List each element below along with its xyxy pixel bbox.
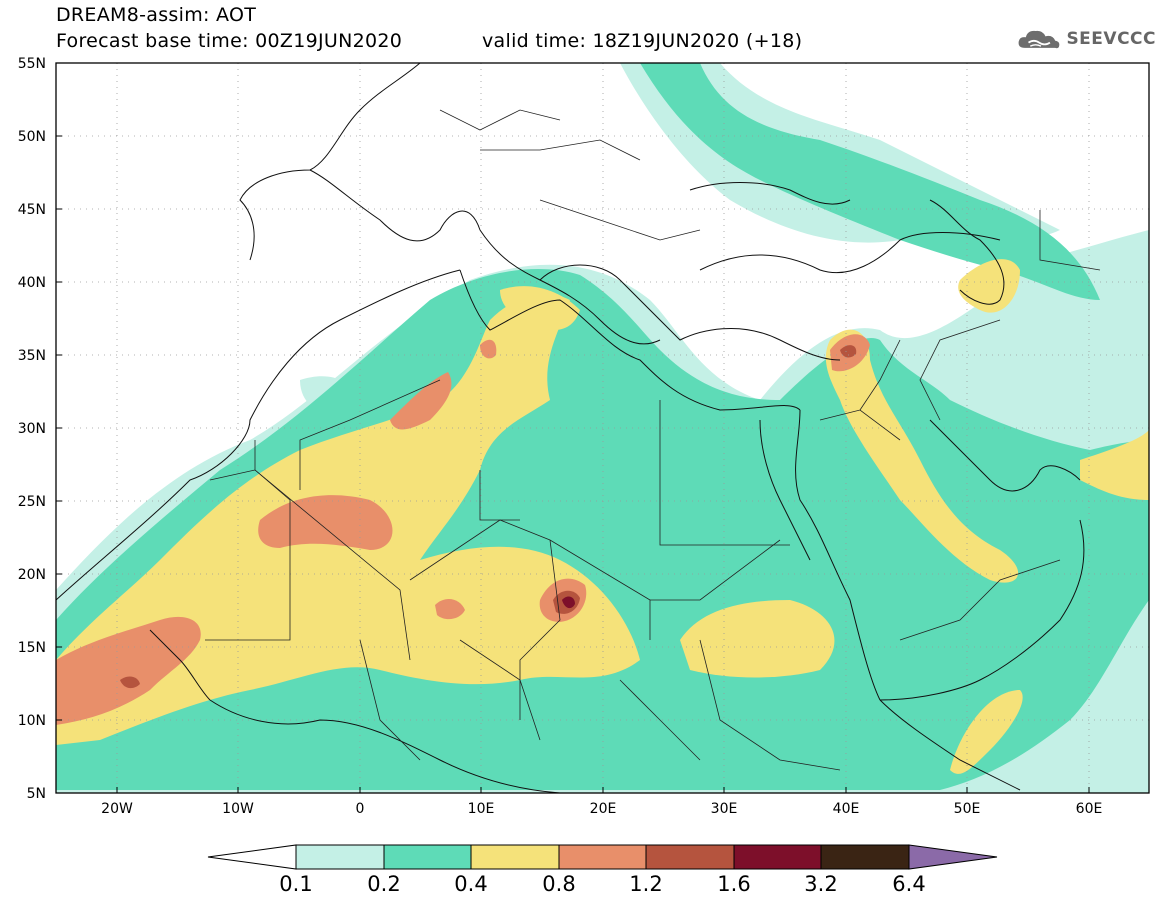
lon-label: 40E [833,801,860,817]
map-title: DREAM8-assim: AOT [56,4,257,26]
colorbar-label: 0.8 [542,872,576,896]
lat-label: 30N [18,421,46,437]
lon-label: 60E [1076,801,1103,817]
lat-label: 40N [18,275,46,291]
logo-text: SEEVCCC [1066,29,1156,49]
tick-marks [56,62,1090,794]
valid-time: valid time: 18Z19JUN2020 (+18) [482,30,803,52]
lat-label: 35N [18,348,46,364]
lon-label: 20E [590,801,617,817]
colorbar [207,844,998,870]
lon-label: 10W [222,801,254,817]
lat-label: 50N [18,129,46,145]
colorbar-swatch [820,844,910,870]
lat-label: 20N [18,567,46,583]
colorbar-swatch [383,844,472,870]
lat-label: 55N [18,56,46,72]
forecast-base-time: Forecast base time: 00Z19JUN2020 [56,30,403,52]
colorbar-label: 1.2 [629,872,663,896]
colorbar-swatch [645,844,735,870]
lon-label: 50E [954,801,981,817]
colorbar-under-arrow [207,844,297,870]
lon-label: 20W [101,801,133,817]
aot-band-1.6 [562,596,575,609]
colorbar-label: 1.6 [717,872,751,896]
lat-label: 10N [18,713,46,729]
graticule [56,63,1149,793]
lon-label: 10E [468,801,495,817]
lat-label: 5N [27,786,46,802]
latitude-labels: 55N 50N 45N 40N 35N 30N 25N 20N 15N 10N … [18,56,46,802]
colorbar-swatch [470,844,560,870]
colorbar-label: 3.2 [804,872,838,896]
colorbar-swatch [733,844,822,870]
lat-label: 25N [18,494,46,510]
cloud-icon [1018,30,1060,49]
colorbar-swatch [558,844,647,870]
colorbar-swatch [295,844,385,870]
lat-label: 15N [18,640,46,656]
lon-label: 0 [356,801,365,817]
country-borders [205,109,1101,771]
lon-label: 30E [711,801,738,817]
colorbar-label: 0.1 [279,872,313,896]
aot-fields [56,63,1149,793]
colorbar-label: 6.4 [892,872,926,896]
longitude-labels: 20W 10W 0 10E 20E 30E 40E 50E 60E [101,801,1102,817]
colorbar-over-arrow [908,844,998,870]
coastlines [56,63,1085,793]
lat-label: 45N [18,202,46,218]
seevccc-logo: SEEVCCC [1016,24,1156,54]
colorbar-label: 0.2 [367,872,401,896]
colorbar-label: 0.4 [454,872,488,896]
